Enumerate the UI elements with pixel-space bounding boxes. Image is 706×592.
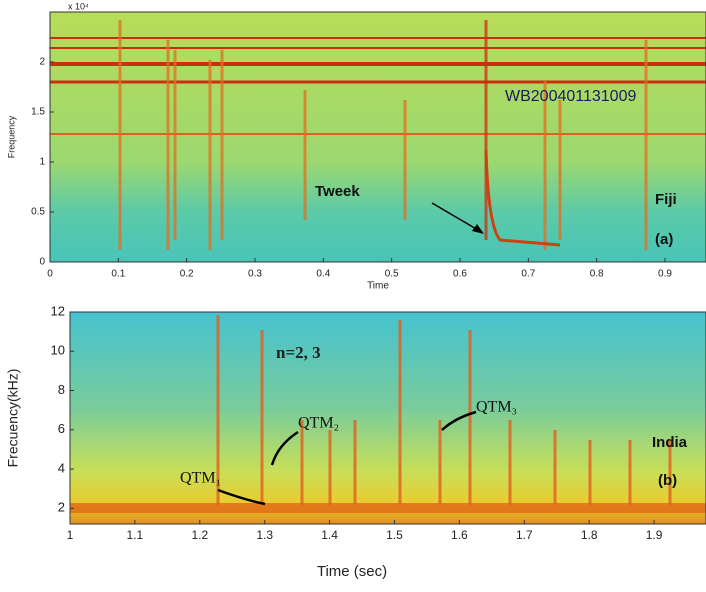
y-tick-label: 1 [39,157,45,168]
annotation: Tweek [315,183,360,200]
x-tick-label: 0.5 [385,269,399,280]
x-tick-label: 0.7 [521,269,535,280]
x-tick-label: 1.7 [516,528,533,542]
x-tick-label: 1.6 [451,528,468,542]
y-tick-label: 10 [51,343,65,358]
plot-frame [69,311,706,525]
arrow [270,430,299,466]
x-tick-label: 1.9 [646,528,663,542]
y-tick-label: 0.5 [31,207,45,218]
y-tick-label: 0 [39,257,45,268]
spectrogram-a [50,12,706,262]
y-multiplier: x 10⁴ [68,1,89,11]
x-axis-label: Time [367,281,389,292]
annotation: Fiji [655,191,677,208]
y-tick-label: 2 [39,57,45,68]
x-tick-label: 1.8 [581,528,598,542]
x-tick-label: 1.5 [386,528,403,542]
annotation: QTM₃ [476,399,517,416]
x-tick-label: 1 [67,528,74,542]
x-axis-label: Time (sec) [317,563,387,580]
x-tick-label: 0.8 [590,269,604,280]
x-tick-label: 0.9 [658,269,672,280]
x-tick-label: 1.3 [256,528,273,542]
arrow [431,202,479,231]
y-tick-label: 2 [58,500,65,515]
x-tick-label: 0.2 [180,269,194,280]
x-tick-label: 0.6 [453,269,467,280]
y-tick-label: 4 [58,460,65,475]
x-tick-label: 0 [47,269,53,280]
y-axis-label: Frequency [6,115,16,158]
arrow [441,410,477,431]
annotation: India [652,434,688,451]
arrow [217,488,266,506]
y-tick-label: 12 [51,303,65,318]
record-id: WB200401131009 [505,88,636,105]
y-tick-label: 8 [58,382,65,397]
x-tick-label: 1.1 [127,528,144,542]
y-axis-label: Frecuency(kHz) [5,369,21,468]
annotation: n=2, 3 [276,343,321,362]
panel-label: (a) [655,231,673,248]
y-tick-label: 1.5 [31,107,45,118]
annotation: QTM₂ [298,415,339,432]
x-tick-label: 0.1 [111,269,125,280]
plot-frame [49,11,706,263]
spectrogram-b [70,312,706,524]
x-tick-label: 0.3 [248,269,262,280]
panel-label: (b) [658,472,677,489]
x-tick-label: 1.4 [321,528,338,542]
x-tick-label: 1.2 [191,528,208,542]
annotation: QTM₁ [180,470,221,487]
arrowhead [472,224,484,234]
x-tick-label: 0.4 [316,269,330,280]
y-tick-label: 6 [58,421,65,436]
